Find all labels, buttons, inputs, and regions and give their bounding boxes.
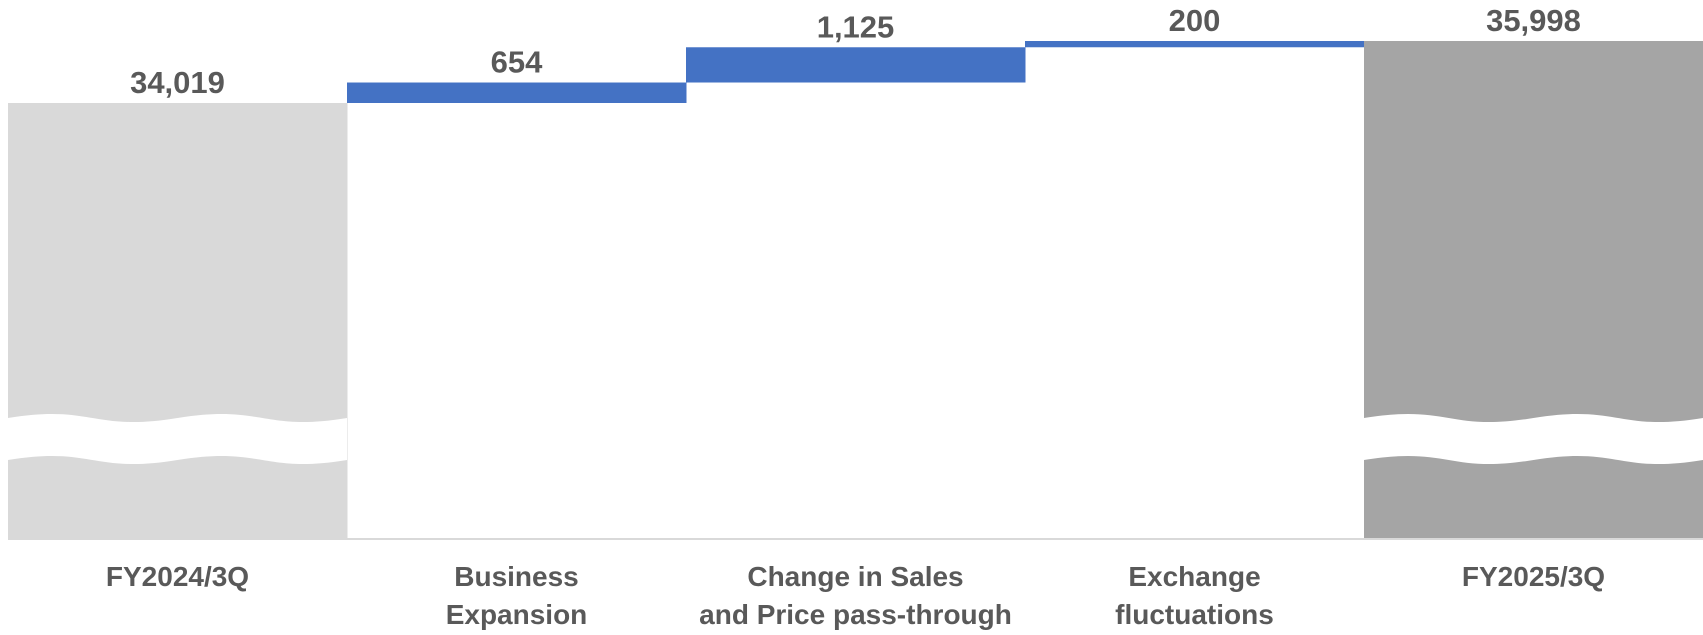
value-label: 200 [1169, 3, 1221, 38]
delta-bar [1025, 41, 1365, 48]
category-label: FY2024/3Q [106, 561, 249, 592]
value-label: 35,998 [1486, 3, 1581, 38]
value-label: 1,125 [817, 9, 895, 44]
category-label: FY2025/3Q [1462, 561, 1605, 592]
category-label: Exchange fluctuations [1115, 561, 1274, 630]
axis-break-wave [8, 413, 347, 465]
category-label: Business Expansion [446, 561, 588, 630]
value-label: 34,019 [130, 65, 225, 100]
value-label: 654 [491, 45, 543, 80]
axis-break-wave [1364, 413, 1703, 465]
category-label: Change in Sales and Price pass-through [699, 561, 1012, 630]
total-bar [8, 103, 348, 538]
delta-bar [686, 47, 1026, 83]
delta-bar [347, 82, 687, 103]
